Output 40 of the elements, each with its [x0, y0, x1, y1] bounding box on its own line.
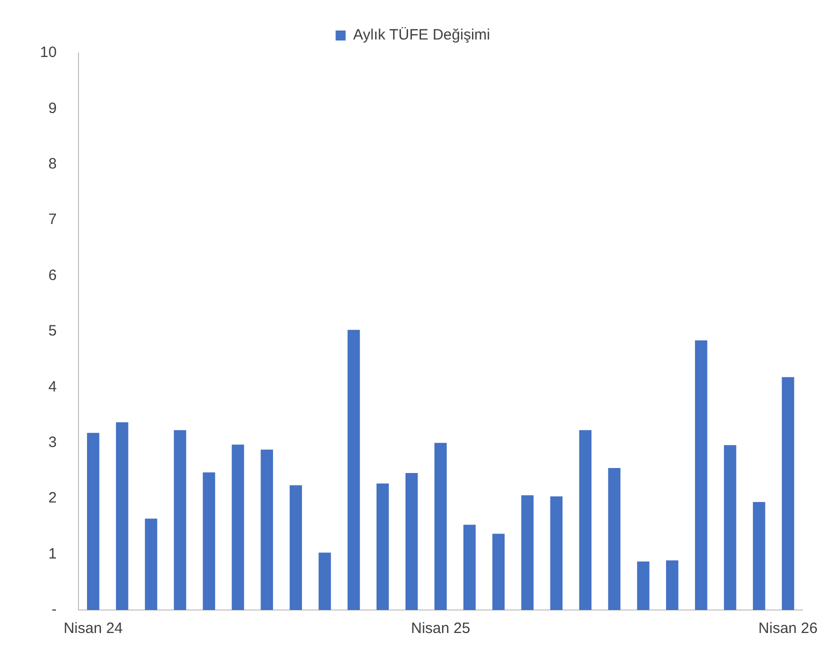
x-tick-label: Nisan 25: [410, 620, 470, 638]
y-tick-label: -: [52, 601, 57, 618]
bar: [405, 472, 418, 610]
bar: [724, 445, 736, 610]
legend-label: Aylık TÜFE Değişimi: [353, 26, 490, 44]
bar: [87, 432, 100, 610]
bar: [550, 496, 563, 610]
bar: [232, 444, 244, 610]
bar: [492, 534, 505, 610]
y-tick-label: 2: [48, 490, 57, 507]
bar: [202, 472, 216, 610]
bar: [434, 442, 447, 610]
y-tick-label: 4: [48, 378, 57, 396]
bar: [782, 377, 794, 610]
bar: [521, 495, 534, 610]
y-tick-label: 1: [48, 545, 57, 562]
x-tick-label: Nisan 24: [64, 620, 123, 638]
y-tick-label: 3: [48, 434, 57, 452]
bar: [318, 552, 331, 610]
bar: [463, 524, 476, 610]
bar: [376, 484, 389, 610]
bar: [608, 468, 620, 610]
y-tick-label: 9: [48, 100, 57, 117]
x-tick-label: Nisan 26: [758, 620, 818, 638]
bar: [260, 450, 274, 610]
bar: [752, 502, 766, 610]
bar: [579, 430, 592, 610]
y-tick-label: 10: [40, 44, 57, 62]
bar: [290, 485, 302, 610]
bar: [694, 340, 708, 610]
y-tick-label: 5: [48, 322, 57, 340]
bar: [666, 560, 678, 610]
bar: [637, 562, 650, 610]
y-tick-label: 7: [48, 211, 57, 228]
y-tick-label: 8: [48, 156, 57, 173]
bar: [348, 330, 360, 610]
bar: [144, 518, 158, 610]
bar: [116, 422, 128, 610]
bar: [174, 430, 186, 610]
y-tick-label: 6: [48, 266, 57, 284]
